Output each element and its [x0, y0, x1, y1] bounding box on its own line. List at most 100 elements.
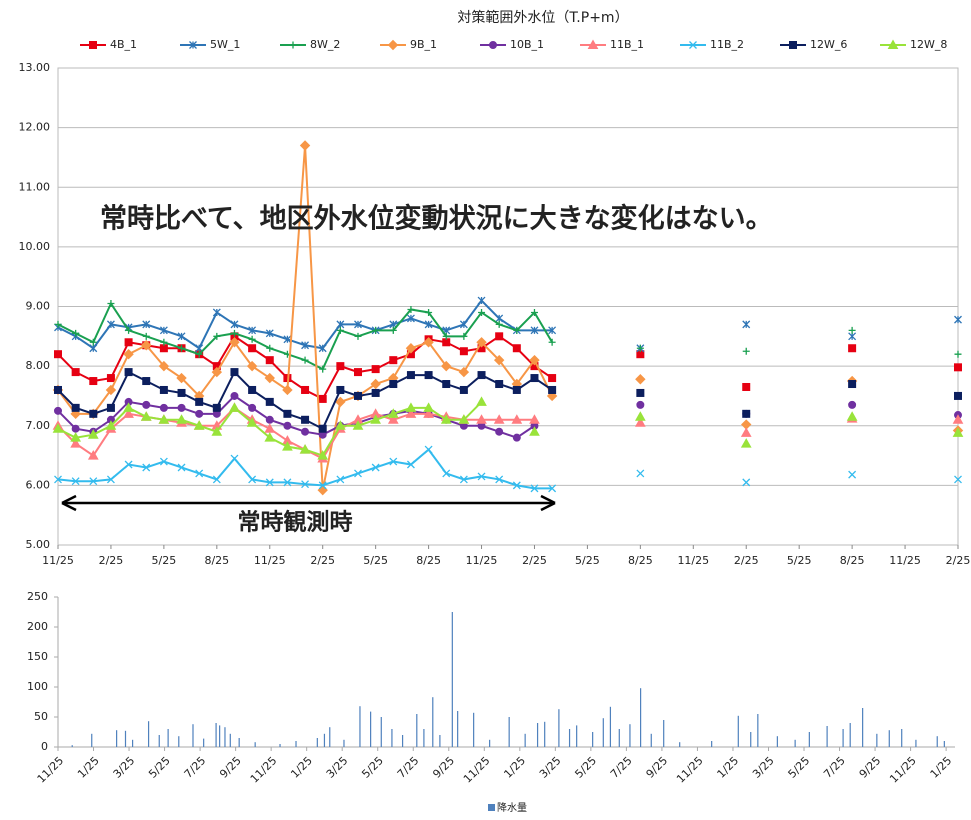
- bar: [936, 736, 938, 747]
- marker: [389, 457, 398, 466]
- marker: [301, 427, 310, 436]
- legend-label: 5W_1: [210, 38, 240, 51]
- bar: [451, 612, 453, 747]
- marker: [176, 414, 187, 424]
- marker: [195, 469, 204, 478]
- marker: [265, 397, 274, 406]
- x-tick-label: 11/25: [887, 754, 919, 786]
- x-tick-label: 3/25: [111, 754, 138, 781]
- bar: [757, 714, 759, 747]
- marker: [54, 406, 62, 415]
- marker: [848, 344, 857, 353]
- marker: [336, 362, 345, 371]
- marker: [283, 335, 292, 344]
- marker: [476, 414, 487, 424]
- x-tick-label: 3/25: [750, 754, 777, 781]
- marker: [742, 409, 751, 418]
- marker: [230, 391, 239, 400]
- x-tick-label: 9/25: [217, 754, 244, 781]
- marker: [742, 347, 750, 355]
- x-tick-label: 11/25: [466, 554, 498, 567]
- bar: [558, 709, 560, 747]
- marker: [354, 332, 362, 340]
- marker: [636, 400, 645, 409]
- marker: [265, 478, 274, 487]
- marker: [89, 409, 98, 418]
- bar: [316, 738, 318, 747]
- marker: [301, 480, 310, 489]
- marker: [740, 427, 752, 437]
- marker: [848, 326, 856, 334]
- bar: [224, 727, 226, 747]
- marker: [105, 384, 117, 396]
- marker: [142, 332, 150, 340]
- marker: [89, 344, 98, 353]
- marker: [142, 320, 151, 329]
- bar: [679, 742, 681, 747]
- marker: [460, 332, 468, 340]
- marker: [141, 340, 152, 351]
- bar: [295, 741, 297, 747]
- bar: [219, 725, 221, 747]
- bar: [536, 723, 539, 747]
- bar: [329, 727, 331, 747]
- x-tick-label: 1/25: [288, 754, 315, 781]
- y-tick-label: 100: [27, 680, 48, 693]
- marker: [489, 41, 497, 49]
- bar: [370, 711, 372, 747]
- marker: [264, 432, 276, 442]
- chart-title: 対策範囲外水位（T.P+m）: [457, 9, 628, 26]
- bar: [71, 745, 73, 747]
- marker: [301, 341, 310, 350]
- marker: [106, 475, 115, 484]
- marker: [71, 368, 80, 377]
- marker: [105, 420, 117, 430]
- marker: [954, 363, 962, 372]
- marker: [229, 337, 240, 348]
- marker: [548, 338, 556, 346]
- legend-label: 11B_2: [710, 38, 744, 51]
- bar: [279, 744, 281, 747]
- marker: [229, 402, 240, 412]
- bar: [849, 723, 851, 747]
- marker: [458, 414, 470, 424]
- y-tick-label: 0: [41, 740, 48, 753]
- marker: [477, 296, 486, 305]
- marker: [458, 366, 470, 378]
- bar: [524, 733, 526, 747]
- x-tick-label: 11/25: [677, 554, 709, 567]
- marker: [548, 326, 557, 335]
- bar: [203, 738, 205, 747]
- marker: [511, 414, 523, 424]
- marker: [459, 475, 468, 484]
- x-tick-label: 5/25: [363, 554, 388, 567]
- marker: [160, 338, 168, 346]
- marker: [318, 424, 327, 433]
- marker: [106, 320, 115, 329]
- marker: [248, 335, 256, 343]
- legend-label: 9B_1: [410, 38, 437, 51]
- marker: [495, 332, 504, 341]
- bar: [737, 715, 739, 747]
- marker: [123, 348, 134, 360]
- bar: [602, 718, 604, 747]
- marker: [742, 478, 751, 487]
- bar: [876, 733, 878, 747]
- marker: [493, 414, 505, 424]
- marker: [336, 475, 345, 484]
- marker: [71, 403, 80, 412]
- marker: [954, 315, 962, 324]
- marker: [530, 326, 539, 335]
- marker: [389, 326, 397, 334]
- marker: [406, 460, 415, 469]
- bar: [576, 725, 578, 747]
- x-tick-label: 1/25: [928, 754, 955, 781]
- marker: [299, 140, 311, 151]
- bar: [116, 730, 118, 747]
- marker: [372, 326, 380, 334]
- x-tick-label: 5/25: [359, 754, 386, 781]
- bar: [650, 733, 652, 747]
- marker: [954, 350, 962, 358]
- marker: [248, 344, 257, 353]
- marker: [513, 326, 521, 334]
